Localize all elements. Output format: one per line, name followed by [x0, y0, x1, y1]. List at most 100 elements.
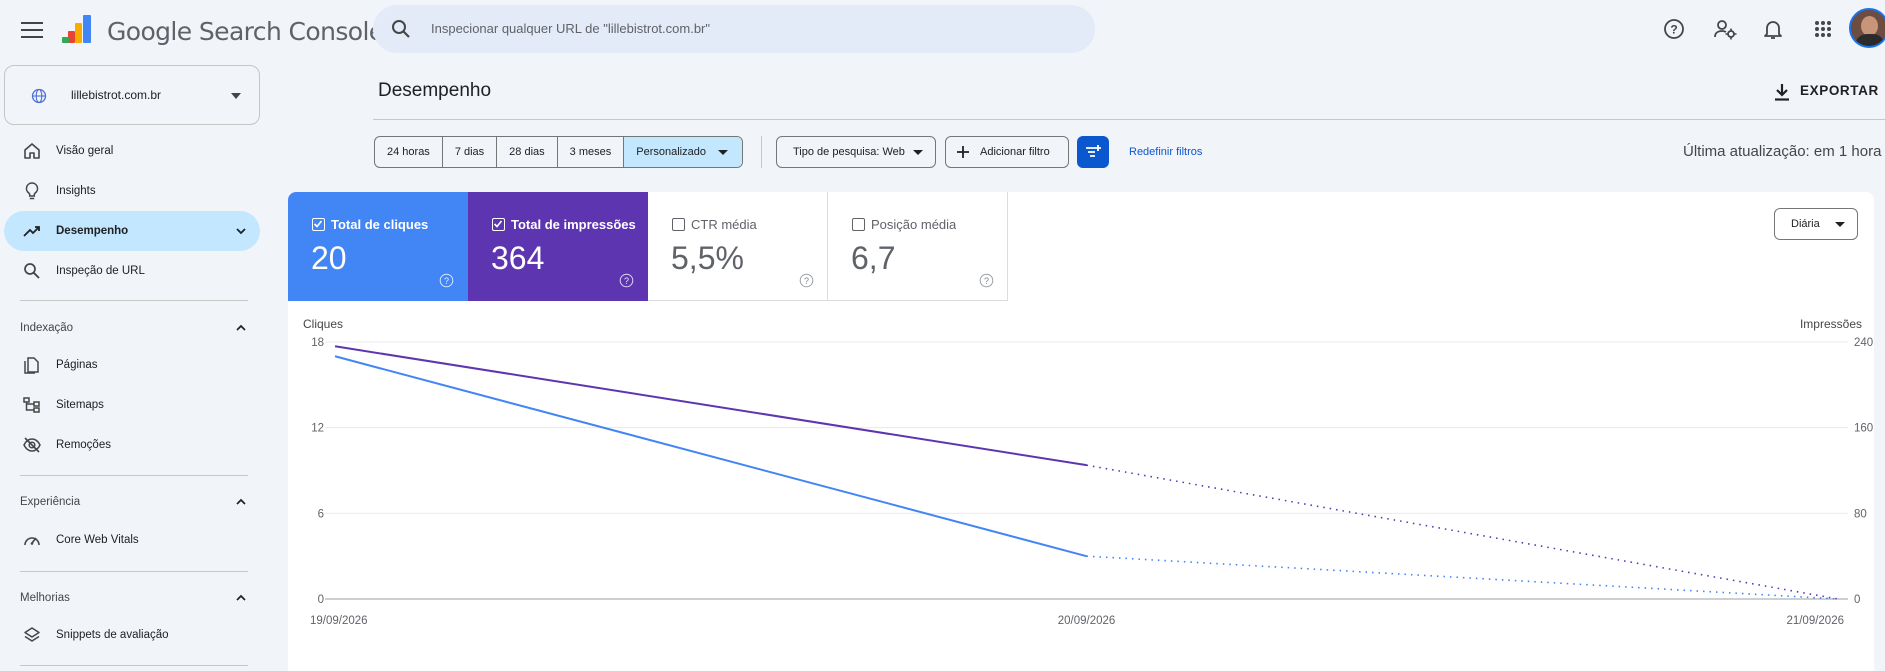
y-right-tick-label: 0: [1854, 594, 1860, 606]
filter-settings-button[interactable]: [1077, 136, 1109, 168]
section-title: Indexação: [20, 322, 74, 334]
caret-down-icon: [231, 93, 241, 99]
y-right-tick-label: 80: [1854, 508, 1867, 520]
menu-icon[interactable]: [18, 17, 46, 41]
help-icon[interactable]: ?: [979, 273, 994, 288]
nav-label: Páginas: [56, 359, 98, 371]
chevron-down-icon[interactable]: [234, 224, 248, 238]
series-line-projected: [1086, 464, 1839, 600]
date-range-selector: 24 horas 7 dias 28 dias 3 meses Personal…: [374, 136, 743, 168]
visibility-off-icon: [23, 437, 41, 453]
export-label: EXPORTAR: [1800, 83, 1879, 98]
nav-removals[interactable]: Remoções: [4, 425, 260, 465]
range-24h[interactable]: 24 horas: [375, 137, 443, 167]
metric-clicks[interactable]: Total de cliques 20 ?: [288, 192, 468, 301]
apps-grid-icon[interactable]: [1809, 15, 1837, 43]
svg-text:?: ?: [624, 276, 629, 286]
metric-value: 5,5%: [671, 240, 744, 276]
nav-url-inspection[interactable]: Inspeção de URL: [4, 251, 260, 291]
performance-chart: Cliques Impressões 0 0 6 80 12 160 18 240 19/09/20…: [303, 317, 1873, 627]
top-bar: Google Search Console Inspecionar qualqu…: [0, 0, 1885, 58]
globe-icon: [31, 88, 47, 104]
x-tick-label: 20/09/2026: [1058, 615, 1116, 627]
metric-position[interactable]: Posição média 6,7 ?: [828, 192, 1008, 301]
header-divider: [373, 119, 1885, 120]
section-enhancements[interactable]: Melhorias: [4, 581, 260, 615]
metric-label: Posição média: [871, 217, 957, 232]
metric-label: CTR média: [691, 217, 757, 232]
nav-core-web-vitals[interactable]: Core Web Vitals: [4, 520, 260, 560]
checkbox-unchecked-icon[interactable]: [852, 218, 865, 231]
notifications-icon[interactable]: [1759, 15, 1787, 43]
nav-label: Remoções: [56, 439, 111, 451]
chevron-up-icon: [236, 498, 246, 505]
metric-label: Total de impressões: [511, 217, 636, 232]
range-3m[interactable]: 3 meses: [558, 137, 625, 167]
nav-insights[interactable]: Insights: [4, 171, 260, 211]
manage-users-icon[interactable]: [1711, 15, 1739, 43]
y-axis-right-title: Impressões: [1800, 317, 1862, 331]
filter-separator: [761, 136, 762, 168]
chevron-up-icon: [236, 594, 246, 601]
nav-label: Desempenho: [56, 225, 129, 237]
series-line: [334, 345, 1087, 467]
search-icon: [24, 263, 40, 279]
y-left-tick-label: 18: [311, 337, 324, 349]
nav-label: Inspeção de URL: [56, 265, 145, 277]
nav-review-snippets[interactable]: Snippets de avaliação: [4, 615, 260, 655]
range-28d[interactable]: 28 dias: [497, 137, 558, 167]
last-update-text: Última atualização: em 1 hora: [1683, 143, 1882, 160]
trending-up-icon: [23, 226, 40, 237]
section-indexing[interactable]: Indexação: [4, 311, 260, 345]
nav-label: Sitemaps: [56, 399, 104, 411]
section-title: Experiência: [20, 496, 81, 508]
help-icon[interactable]: ?: [619, 273, 634, 288]
checkbox-checked-icon[interactable]: [492, 218, 505, 231]
search-type-filter[interactable]: Tipo de pesquisa: Web: [776, 136, 936, 168]
metric-value: 20: [311, 240, 347, 276]
checkbox-unchecked-icon[interactable]: [672, 218, 685, 231]
nav-divider: [20, 571, 248, 572]
url-inspect-search[interactable]: Inspecionar qualquer URL de "lillebistro…: [373, 5, 1095, 53]
y-left-tick-label: 6: [318, 508, 324, 520]
property-selector[interactable]: lillebistrot.com.br: [4, 65, 260, 125]
nav-pages[interactable]: Páginas: [4, 345, 260, 385]
nav-divider: [20, 475, 248, 476]
app-title[interactable]: Google Search Console: [107, 17, 384, 46]
series-line-projected: [1086, 555, 1839, 600]
granularity-dropdown[interactable]: Diária: [1774, 208, 1858, 240]
y-left-tick-label: 12: [311, 423, 324, 435]
help-icon[interactable]: ?: [439, 273, 454, 288]
metric-value: 364: [491, 240, 545, 276]
metric-impressions[interactable]: Total de impressões 364 ?: [468, 192, 648, 301]
nav-sitemaps[interactable]: Sitemaps: [4, 385, 260, 425]
nav-performance[interactable]: Desempenho: [4, 211, 260, 251]
account-avatar[interactable]: [1849, 8, 1885, 48]
add-filter-label: Adicionar filtro: [980, 146, 1050, 158]
search-input[interactable]: Inspecionar qualquer URL de "lillebistro…: [431, 21, 710, 36]
metric-ctr[interactable]: CTR média 5,5% ?: [648, 192, 828, 301]
performance-card: Total de cliques 20 ? Total de impressõe…: [288, 192, 1874, 671]
reset-filters-link[interactable]: Redefinir filtros: [1129, 146, 1203, 158]
add-filter-button[interactable]: Adicionar filtro: [945, 136, 1069, 168]
lightbulb-icon: [25, 182, 39, 200]
metric-value: 6,7: [851, 240, 896, 276]
y-right-tick-label: 160: [1854, 423, 1873, 435]
range-custom[interactable]: Personalizado: [624, 137, 742, 167]
pages-icon: [24, 357, 39, 374]
layers-icon: [24, 627, 40, 642]
y-right-tick-label: 240: [1854, 337, 1873, 349]
section-experience[interactable]: Experiência: [4, 485, 260, 519]
nav-divider: [20, 300, 248, 301]
range-7d[interactable]: 7 dias: [443, 137, 498, 167]
help-icon[interactable]: ?: [1660, 15, 1688, 43]
chevron-up-icon: [236, 324, 246, 331]
property-name: lillebistrot.com.br: [71, 88, 162, 102]
speed-icon: [24, 537, 40, 546]
checkbox-checked-icon[interactable]: [312, 218, 325, 231]
y-axis-left-title: Cliques: [303, 317, 343, 331]
nav-divider: [20, 665, 248, 666]
download-icon: [1775, 84, 1789, 101]
help-icon[interactable]: ?: [799, 273, 814, 288]
nav-overview[interactable]: Visão geral: [4, 131, 260, 171]
